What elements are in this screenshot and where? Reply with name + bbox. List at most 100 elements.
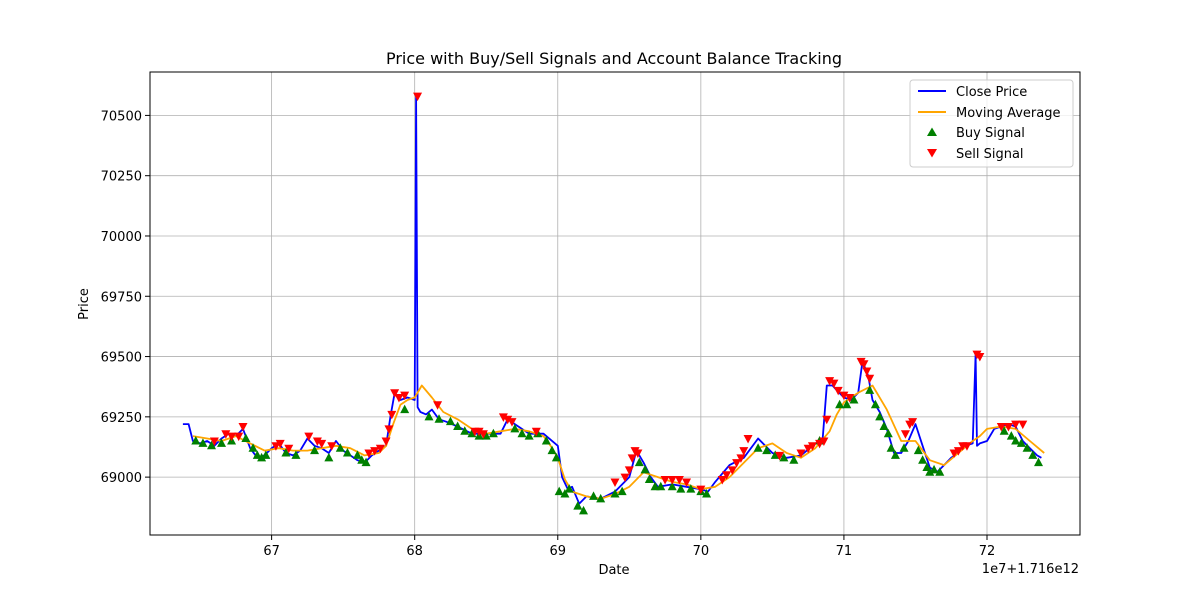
sell-signal-marker (962, 442, 972, 451)
x-tick-label: 67 (263, 544, 280, 559)
y-axis-label: Price (77, 288, 92, 320)
buy-signal-marker (434, 414, 444, 423)
sell-signal-marker (667, 476, 677, 485)
x-tick-label: 70 (693, 544, 710, 559)
buy-signal-marker (676, 484, 686, 493)
buy-signal-marker (257, 452, 267, 462)
legend-close-label: Close Price (956, 85, 1027, 100)
sell-signal-marker (474, 427, 484, 437)
buy-signal-marker (999, 426, 1009, 435)
buy-signal-marker (702, 489, 712, 498)
sell-signal-marker (375, 444, 385, 454)
buy-signal-marker (918, 455, 928, 464)
buy-signal-marker (324, 452, 334, 462)
x-tick-label: 72 (979, 544, 996, 559)
sell-signal-marker (610, 478, 620, 487)
buy-signal-marker (241, 433, 251, 443)
legend: Close Price Moving Average Buy Signal Se… (909, 79, 1074, 168)
buy-signal-marker (640, 464, 650, 474)
plot-frame (149, 71, 1081, 536)
buy-signal-marker (875, 411, 885, 421)
sell-signal-marker (620, 473, 630, 483)
grid-layer (150, 72, 1080, 535)
buy-signal-marker (524, 431, 534, 440)
sell-signal-marker (413, 92, 423, 102)
legend-sell-marker (927, 149, 937, 158)
buy-signal-marker (1016, 438, 1026, 447)
buy-signal-marker (753, 443, 763, 452)
legend-sell-label: Sell Signal (956, 147, 1024, 162)
buy-signal-marker (779, 452, 789, 462)
sell-signal-marker (807, 442, 817, 451)
chart-title: Price with Buy/Sell Signals and Account … (386, 49, 842, 68)
sell-signal-marker (727, 466, 737, 475)
sell-signal-marker (312, 437, 322, 446)
sell-signal-marker (996, 422, 1006, 432)
buy-signal-marker (667, 481, 677, 491)
sell-signal-marker (234, 432, 244, 442)
buy-signal-marker (935, 467, 945, 476)
y-tick-label: 70250 (101, 170, 142, 185)
sell-signal-marker (498, 413, 508, 422)
sell-signal-marker (531, 427, 541, 437)
buy-signal-marker (261, 450, 271, 459)
x-axis-offset-label: 1e7+1.716e12 (982, 562, 1079, 577)
sell-signal-marker (304, 432, 314, 442)
buy-signal-marker (342, 448, 352, 457)
sell-signal-marker (400, 391, 410, 401)
buy-signal-marker (656, 481, 666, 491)
buy-signal-marker (865, 385, 875, 394)
sell-signal-marker (865, 374, 875, 384)
buy-signal-marker (789, 455, 799, 464)
sell-signal-marker (822, 415, 832, 425)
sell-signal-marker (743, 435, 753, 444)
buy-signal-marker (890, 450, 900, 459)
sell-signal-marker (829, 379, 839, 389)
sell-signal-marker (384, 425, 394, 434)
buy-signal-marker (335, 443, 345, 452)
sell-signal-marker (839, 391, 849, 401)
sell-signal-marker (317, 439, 327, 449)
buy-signal-marker (610, 489, 620, 498)
sell-signal-marker (908, 418, 918, 427)
x-tick-label: 71 (836, 544, 853, 559)
buy-signal-marker (849, 394, 859, 404)
buy-signal-marker (617, 486, 627, 496)
y-tick-label: 69500 (101, 351, 142, 366)
sell-signal-marker (433, 401, 443, 410)
buy-signal-marker (1034, 457, 1044, 467)
sell-signal-marker (507, 418, 517, 427)
series-layer (182, 92, 1045, 515)
y-tick-label: 70500 (101, 109, 142, 124)
sell-signal-marker (390, 389, 400, 398)
y-tick-label: 69250 (101, 411, 142, 426)
y-tick-label: 69750 (101, 290, 142, 305)
buy-signal-marker (248, 443, 258, 452)
sell-signal-marker (381, 437, 391, 446)
buy-signal-marker (217, 438, 227, 447)
legend-box (909, 79, 1074, 168)
buy-signal-marker (400, 404, 410, 414)
buy-signal-marker (925, 467, 935, 476)
sell-signal-marker (953, 447, 963, 456)
buy-signal-marker (650, 481, 660, 491)
buy-signal-marker (1006, 431, 1016, 440)
buy-signal-marker (560, 489, 570, 498)
buy-signal-marker (835, 399, 845, 409)
sell-signal-marker (859, 360, 869, 369)
sell-signal-marker (275, 439, 285, 449)
buy-signal-marker (596, 493, 606, 503)
legend-buy-marker (927, 127, 937, 136)
y-tick-label: 70000 (101, 230, 142, 245)
buy-signal-marker (886, 443, 896, 452)
sell-signal-marker (624, 466, 634, 475)
sell-signal-marker (722, 471, 732, 480)
sell-signal-marker (682, 478, 692, 487)
buy-signal-marker (770, 450, 780, 459)
sell-signal-marker (739, 447, 749, 456)
buy-signal-marker (870, 399, 880, 409)
buy-signal-marker (589, 491, 599, 500)
buy-signal-marker (361, 457, 371, 467)
sell-signal-marker (825, 377, 835, 386)
